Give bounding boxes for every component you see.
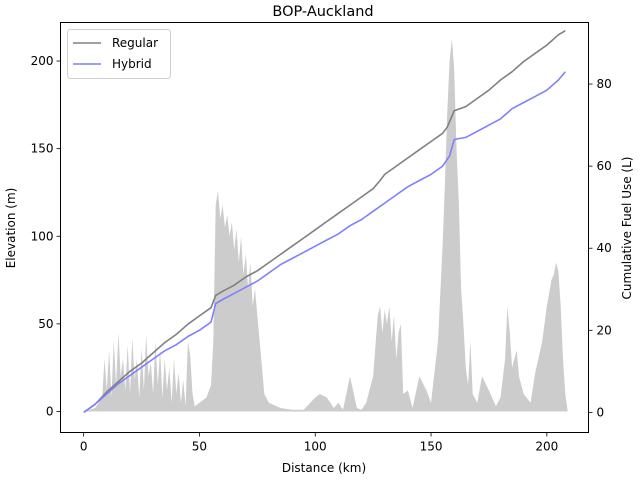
y-right-tick-label: 60: [597, 159, 612, 173]
y-right-tick-label: 40: [597, 241, 612, 255]
x-axis-label: Distance (km): [282, 461, 366, 475]
y-axis-label-left: Elevation (m): [4, 188, 18, 269]
y-left-tick-label: 0: [46, 404, 54, 418]
y-right-tick-label: 0: [597, 405, 605, 419]
x-tick-label: 200: [535, 440, 558, 454]
y-left-tick-label: 50: [38, 317, 53, 331]
series-line-regular: [83, 30, 566, 414]
y-left-tick-label: 150: [31, 142, 54, 156]
y-left-tick-label: 100: [31, 229, 54, 243]
plot-frame: [60, 22, 589, 433]
series-line-hybrid: [83, 71, 566, 414]
x-tick-label: 50: [192, 440, 207, 454]
legend: Regular Hybrid: [67, 29, 171, 79]
x-tick-label: 100: [304, 440, 327, 454]
y-left-tick-label: 200: [31, 54, 54, 68]
axis-ticks: 0 50 100 150 200 0 50 100 150 200 0 20 40 60 80: [31, 54, 612, 453]
legend-box: [67, 29, 171, 79]
y-axis-label-right: Cumulative Fuel Use (L): [620, 157, 634, 300]
chart-title: BOP-Auckland: [272, 4, 373, 20]
y-right-tick-label: 20: [597, 323, 612, 337]
legend-label-regular: Regular: [112, 36, 158, 50]
x-tick-label: 0: [80, 440, 88, 454]
legend-label-hybrid: Hybrid: [112, 57, 152, 71]
elevation-area: [83, 38, 568, 412]
x-tick-label: 150: [420, 440, 443, 454]
plot-area: [83, 30, 568, 414]
y-right-tick-label: 80: [597, 77, 612, 91]
